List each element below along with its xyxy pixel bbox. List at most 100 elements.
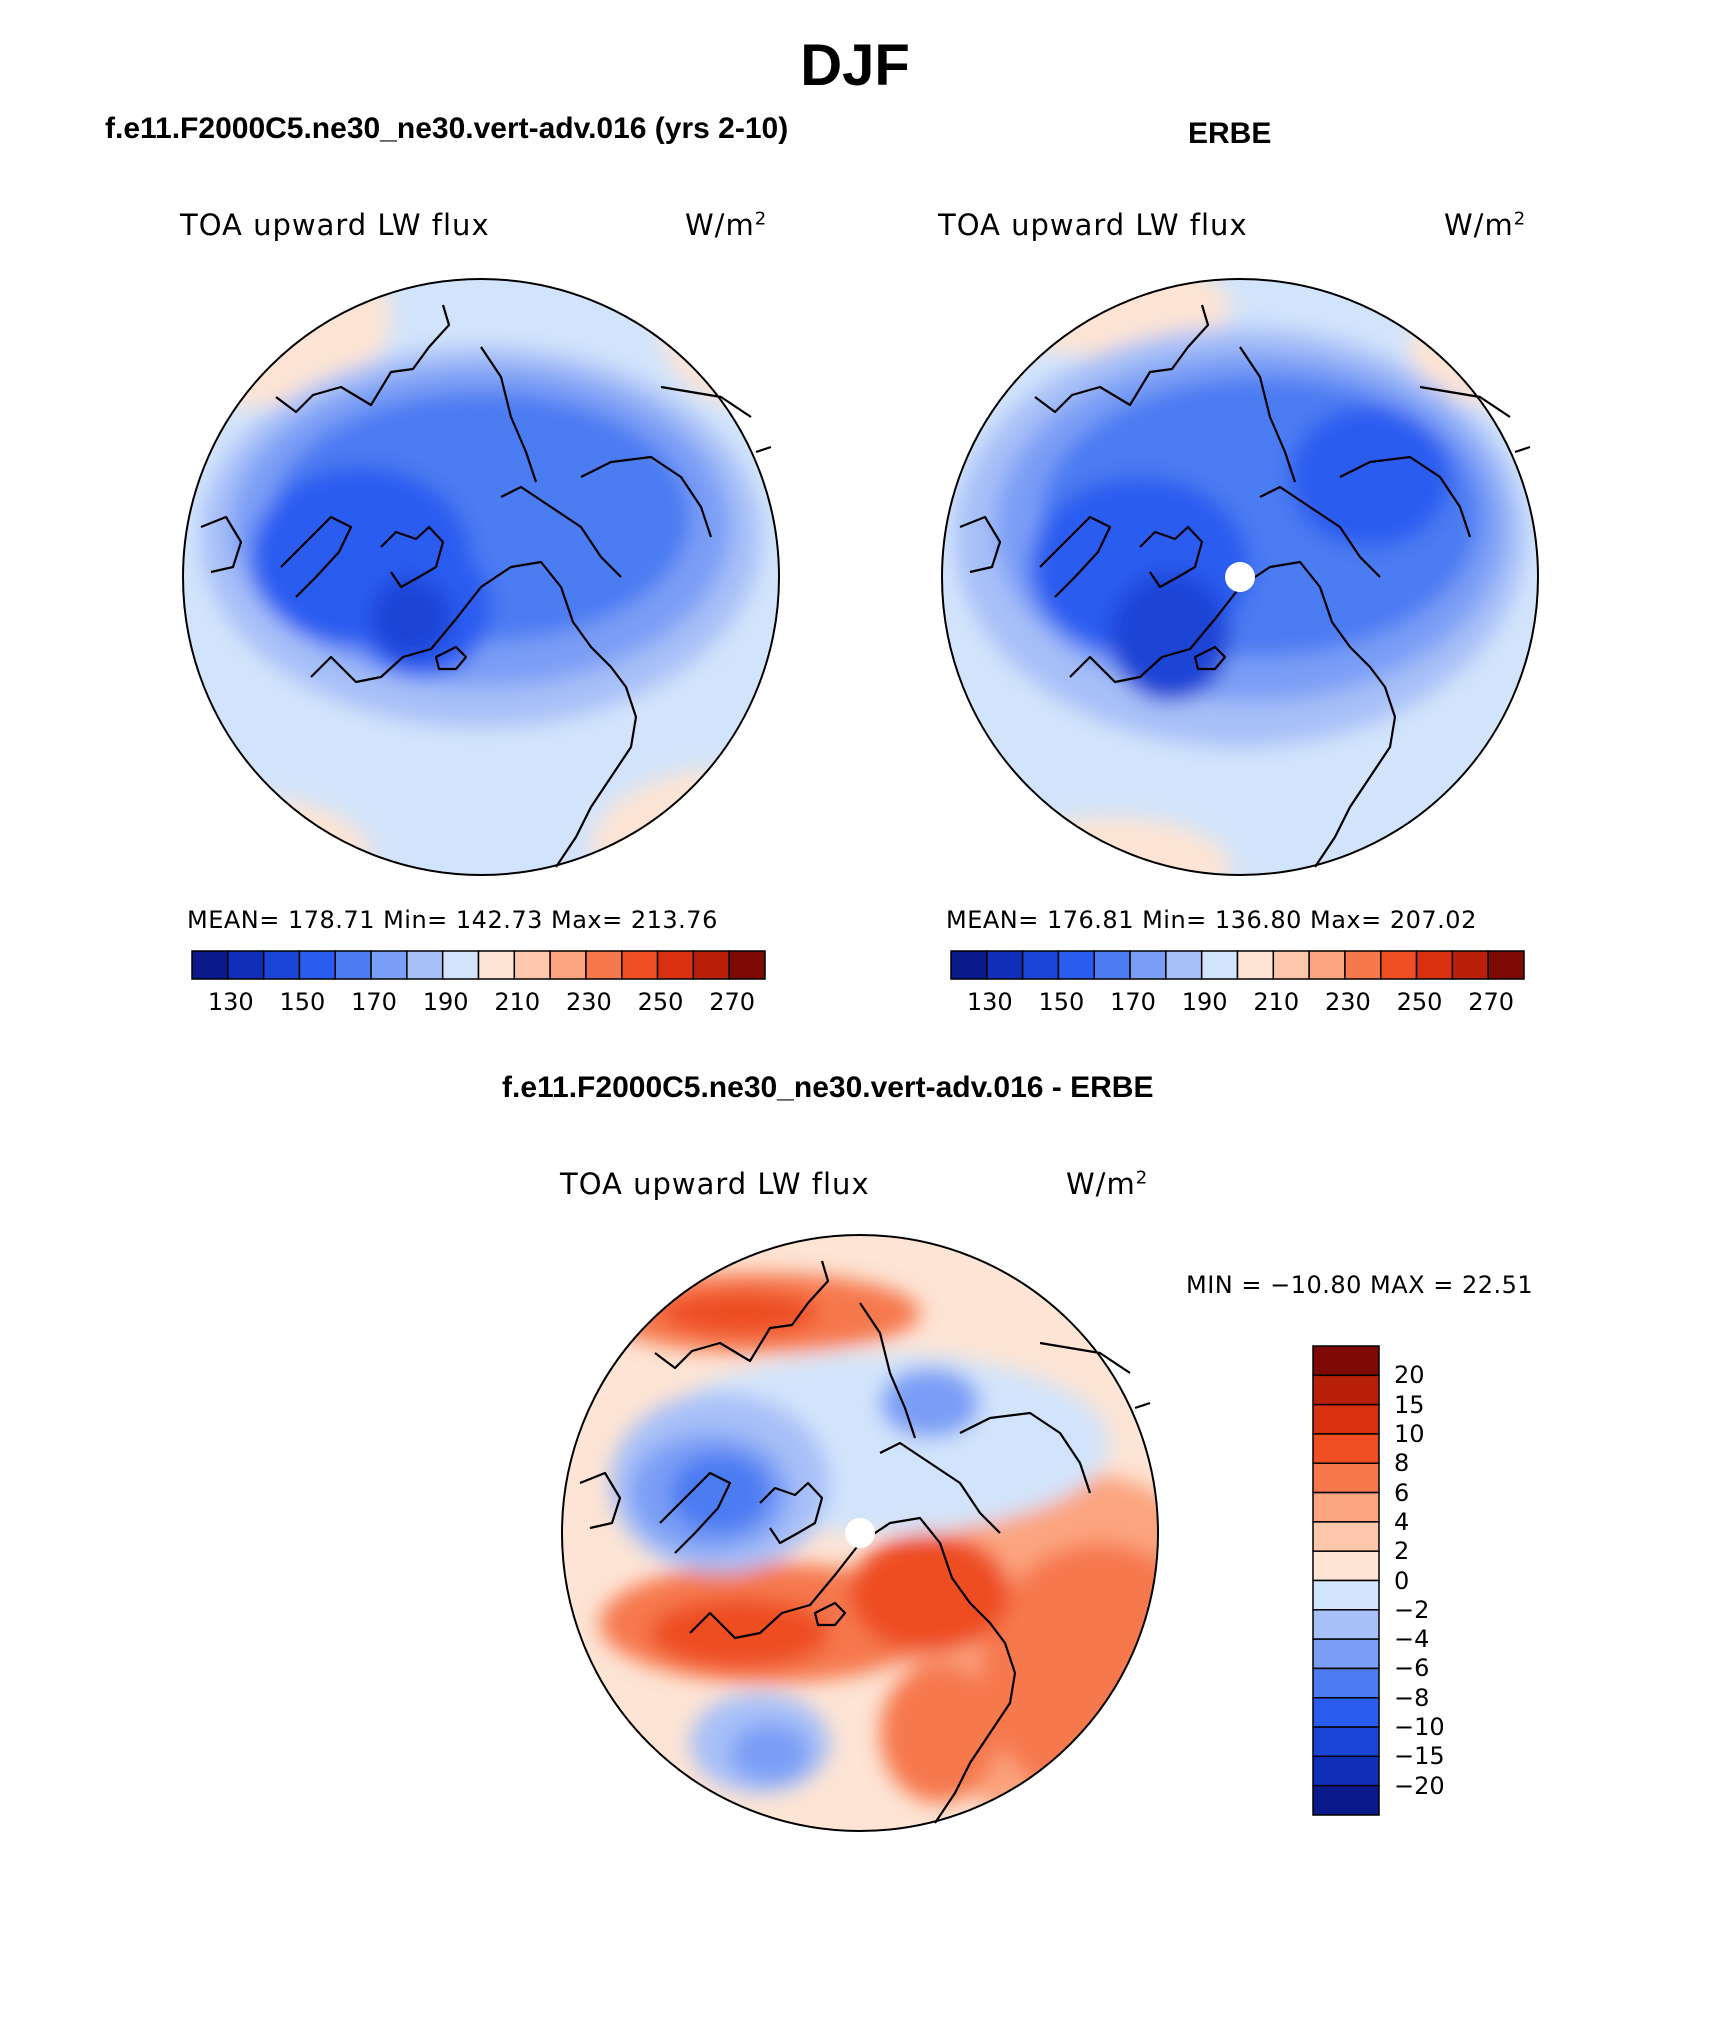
colorbar-tick-label: 210 (494, 988, 541, 1016)
colorbar-swatch (1312, 1638, 1380, 1670)
colorbar-swatch (1312, 1374, 1380, 1406)
colorbar-tick-label: 190 (1181, 988, 1228, 1016)
colorbar-swatch (1057, 950, 1095, 980)
colorbar-swatch (477, 950, 516, 980)
colorbar-swatch (1308, 950, 1346, 980)
colorbar-swatch (1415, 950, 1454, 980)
colorbar-swatch (298, 950, 336, 980)
colorbar-swatch (1312, 1491, 1380, 1523)
colorbar-swatch (1021, 950, 1060, 980)
coastline (555, 586, 638, 868)
colorbar-tick-label: −10 (1394, 1713, 1445, 1742)
colorbar-tick-label: 6 (1394, 1478, 1410, 1507)
model-polar-map (182, 278, 780, 876)
colorbar-tick-label: 230 (565, 988, 612, 1016)
colorbar-tick-label: 15 (1394, 1390, 1425, 1419)
coastline (380, 525, 445, 589)
coastline (434, 645, 468, 671)
diff-stats: MIN = −10.80 MAX = 22.51 (1186, 1271, 1534, 1299)
colorbar-swatch (1236, 950, 1275, 980)
colorbar-tick-label: −4 (1394, 1625, 1430, 1654)
colorbar-swatch (406, 950, 444, 980)
colorbar-tick-label: 130 (207, 988, 254, 1016)
colorbar-swatch (1487, 950, 1525, 980)
coastline (755, 445, 772, 454)
colorbar-swatch (1129, 950, 1167, 980)
coastline (280, 515, 353, 598)
colorbar-swatch (1200, 950, 1239, 980)
colorbar-swatch (1451, 950, 1489, 980)
colorbar-swatch (1312, 1550, 1380, 1582)
colorbar-tick-label: 20 (1394, 1361, 1425, 1390)
obs-polar-map (941, 278, 1539, 876)
colorbar-swatch (1312, 1345, 1380, 1377)
colorbar-tick-label: −20 (1394, 1771, 1445, 1800)
colorbar-swatch (191, 950, 229, 980)
colorbar-tick-label: 250 (637, 988, 684, 1016)
colorbar-tick-label: 250 (1396, 988, 1443, 1016)
colorbar-tick-label: −8 (1394, 1683, 1430, 1712)
model-units-label: W/m2 (685, 208, 768, 242)
colorbar-swatch (1165, 950, 1203, 980)
diff-variable-label: TOA upward LW flux (560, 1167, 870, 1201)
colorbar-swatch (441, 950, 480, 980)
colorbar-swatch (1312, 1697, 1380, 1728)
colorbar-swatch (1344, 950, 1382, 980)
colorbar-tick-label: 210 (1253, 988, 1300, 1016)
colorbar-swatch (621, 950, 659, 980)
colorbar-swatch (728, 950, 766, 980)
coastline (200, 515, 243, 574)
colorbar-swatch (1312, 1403, 1380, 1435)
colorbar-tick-label: 8 (1394, 1449, 1410, 1478)
obs-stats: MEAN= 176.81 Min= 136.80 Max= 207.02 (946, 906, 1477, 934)
colorbar-swatch (1312, 1462, 1380, 1494)
colorbar-swatch (1272, 950, 1310, 980)
model-panel-title: f.e11.F2000C5.ne30_ne30.vert-adv.016 (yr… (105, 112, 789, 145)
colorbar-swatch (1380, 950, 1418, 980)
coastline (480, 346, 538, 483)
colorbar-tick-label: 150 (279, 988, 326, 1016)
obs-variable-label: TOA upward LW flux (938, 208, 1248, 242)
colorbar-tick-label: −15 (1394, 1742, 1445, 1771)
colorbar-swatch (1312, 1579, 1380, 1611)
colorbar-tick-label: 130 (966, 988, 1013, 1016)
colorbar-tick-label: 150 (1038, 988, 1085, 1016)
colorbar-swatch (1312, 1609, 1380, 1640)
colorbar-swatch (585, 950, 623, 980)
colorbar-tick-label: 230 (1324, 988, 1371, 1016)
colorbar-tick-label: 4 (1394, 1507, 1410, 1536)
colorbar-swatch (549, 950, 587, 980)
obs-units-label: W/m2 (1444, 208, 1527, 242)
diff-colorbar (1312, 1345, 1380, 1816)
colorbar-tick-label: 170 (351, 988, 397, 1016)
obs-panel-title: ERBE (1188, 117, 1272, 150)
colorbar-swatch (1312, 1433, 1380, 1464)
colorbar-tick-label: 10 (1394, 1419, 1425, 1448)
colorbar-tick-label: 270 (1468, 988, 1514, 1016)
coastline (660, 385, 752, 418)
colorbar-tick-label: 190 (422, 988, 469, 1016)
colorbar-swatch (950, 950, 988, 980)
colorbar-swatch (1312, 1755, 1380, 1787)
colorbar-swatch (986, 950, 1024, 980)
coastline (580, 455, 713, 538)
diff-polar-map (561, 1234, 1159, 1832)
colorbar-swatch (1093, 950, 1131, 980)
diff-units-label: W/m2 (1066, 1167, 1149, 1201)
colorbar-swatch (1312, 1784, 1380, 1816)
model-variable-label: TOA upward LW flux (180, 208, 490, 242)
colorbar-swatch (1312, 1521, 1380, 1552)
colorbar-tick-label: 0 (1394, 1566, 1410, 1595)
colorbar-swatch (370, 950, 408, 980)
coastline (500, 485, 622, 578)
colorbar-swatch (656, 950, 695, 980)
model-stats: MEAN= 178.71 Min= 142.73 Max= 213.76 (187, 906, 718, 934)
colorbar-tick-label: −2 (1394, 1595, 1430, 1624)
colorbar-tick-label: 2 (1394, 1537, 1410, 1566)
colorbar-swatch (262, 950, 301, 980)
colorbar-swatch (1312, 1726, 1380, 1758)
diff-panel-title: f.e11.F2000C5.ne30_ne30.vert-adv.016 - E… (502, 1071, 1154, 1104)
colorbar-swatch (227, 950, 265, 980)
colorbar-swatch (334, 950, 372, 980)
coastline (275, 304, 451, 414)
